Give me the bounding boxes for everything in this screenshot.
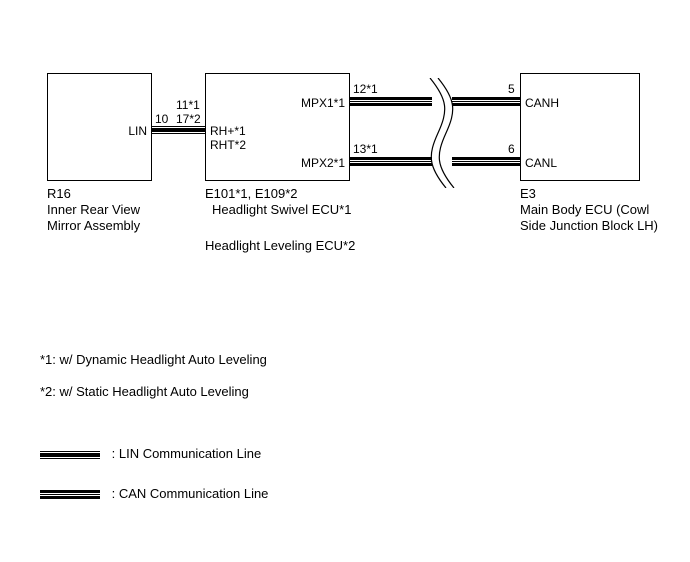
lin-bus (152, 126, 205, 134)
can-bus-low-b (452, 157, 520, 166)
footnote-2: *2: w/ Static Headlight Auto Leveling (40, 384, 249, 400)
can-bus-high-b (452, 97, 520, 106)
legend-can: : CAN Communication Line (40, 486, 268, 501)
pin-e3-6: 6 (508, 142, 515, 156)
label-mid-desc1: Headlight Swivel ECU*1 (212, 202, 351, 218)
pin-mid-rhplus: RH+*1 (210, 124, 246, 138)
pin-mid-11: 11*1 (176, 98, 200, 112)
harness-break-icon (410, 78, 470, 188)
label-r16-id: R16 (47, 186, 71, 202)
pin-e3-canl: CANL (525, 156, 557, 170)
legend-can-label: : CAN Communication Line (112, 486, 269, 501)
pin-r16-lin: LIN (128, 124, 147, 138)
block-r16: LIN (47, 73, 152, 181)
label-mid-id: E101*1, E109*2 (205, 186, 298, 202)
legend-lin-label: : LIN Communication Line (112, 446, 262, 461)
pin-e3-5: 5 (508, 82, 515, 96)
pin-mid-17: 17*2 (176, 112, 201, 126)
pin-e3-canh: CANH (525, 96, 559, 110)
label-r16-desc: Inner Rear View Mirror Assembly (47, 202, 140, 235)
label-mid-desc2: Headlight Leveling ECU*2 (205, 238, 355, 254)
pin-mid-13: 13*1 (353, 142, 378, 156)
block-e3: CANH CANL (520, 73, 640, 181)
block-mid-ecu: RH+*1 RHT*2 MPX1*1 MPX2*1 (205, 73, 350, 181)
pin-mid-12: 12*1 (353, 82, 378, 96)
pin-mid-mpx2: MPX2*1 (301, 156, 345, 170)
pin-mid-rht: RHT*2 (210, 138, 246, 152)
footnote-1: *1: w/ Dynamic Headlight Auto Leveling (40, 352, 267, 368)
legend-lin: : LIN Communication Line (40, 446, 261, 461)
label-e3-id: E3 (520, 186, 536, 202)
label-e3-desc: Main Body ECU (Cowl Side Junction Block … (520, 202, 658, 235)
pin-r16-10: 10 (155, 112, 168, 126)
pin-mid-mpx1: MPX1*1 (301, 96, 345, 110)
